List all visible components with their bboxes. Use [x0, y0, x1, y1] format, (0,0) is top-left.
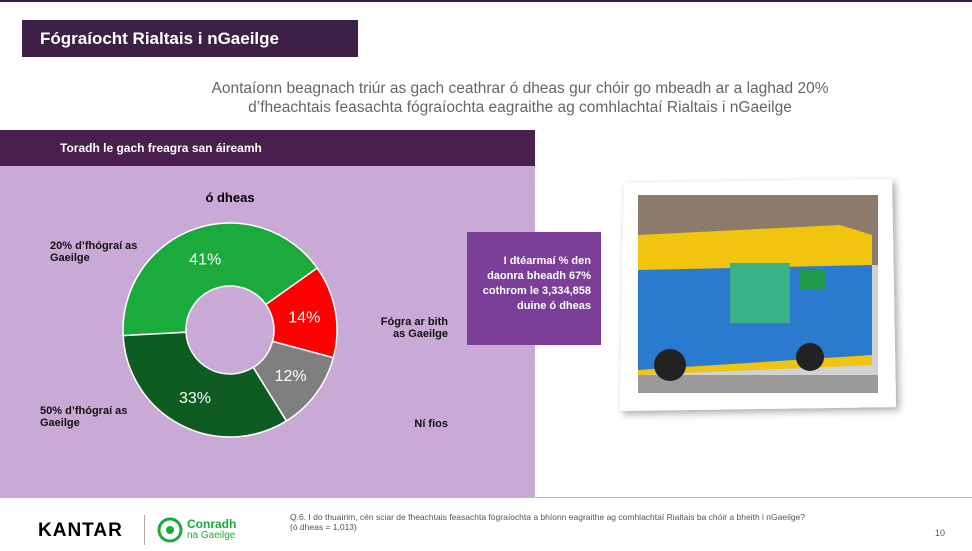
partner-name: na Gaeilge: [187, 530, 235, 541]
slide-title: Fógraíocht Rialtais i nGaeilge: [22, 20, 358, 57]
partner-name: Conradh: [187, 517, 236, 531]
footer-rule: [0, 497, 972, 498]
donut-slice: [123, 332, 286, 437]
sample-base: (ó dheas = 1,013): [290, 522, 890, 532]
panel-title: Toradh le gach freagra san áireamh: [0, 130, 535, 166]
subtitle-line: d’fheachtais feasachta fógraíochta eagra…: [0, 99, 972, 117]
callout: I dtéarmaí % den daonra bheadh 67% cothr…: [467, 232, 601, 345]
category-label: Fógra ar bith as Gaeilge: [368, 316, 448, 340]
slide: Fógraíocht Rialtais i nGaeilge Aontaíonn…: [0, 0, 972, 551]
value-label: 14%: [288, 310, 320, 327]
photo: [610, 175, 910, 425]
value-label: 12%: [275, 368, 307, 385]
brand-logo: KANTAR: [38, 520, 123, 542]
donut-chart: ó dheas 41% 14% 12% 33%: [0, 166, 535, 497]
value-label: 33%: [179, 390, 211, 407]
subtitle-line: Aontaíonn beagnach triúr as gach ceathra…: [0, 80, 972, 98]
page-number: 10: [935, 528, 945, 538]
chart-title: ó dheas: [205, 190, 254, 205]
category-label: 20% d’fhógraí as Gaeilge: [50, 240, 140, 264]
question-note: Q.6. I do thuairim, cén sciar de fheacht…: [290, 512, 890, 532]
question: Q.6. I do thuairim, cén sciar de fheacht…: [290, 512, 890, 522]
divider: [144, 515, 145, 545]
top-rule: [0, 0, 972, 2]
partner-icon: [157, 517, 183, 543]
category-label: Ní fios: [368, 418, 448, 430]
value-label: 41%: [189, 252, 221, 269]
category-label: 50% d’fhógraí as Gaeilge: [40, 405, 130, 429]
